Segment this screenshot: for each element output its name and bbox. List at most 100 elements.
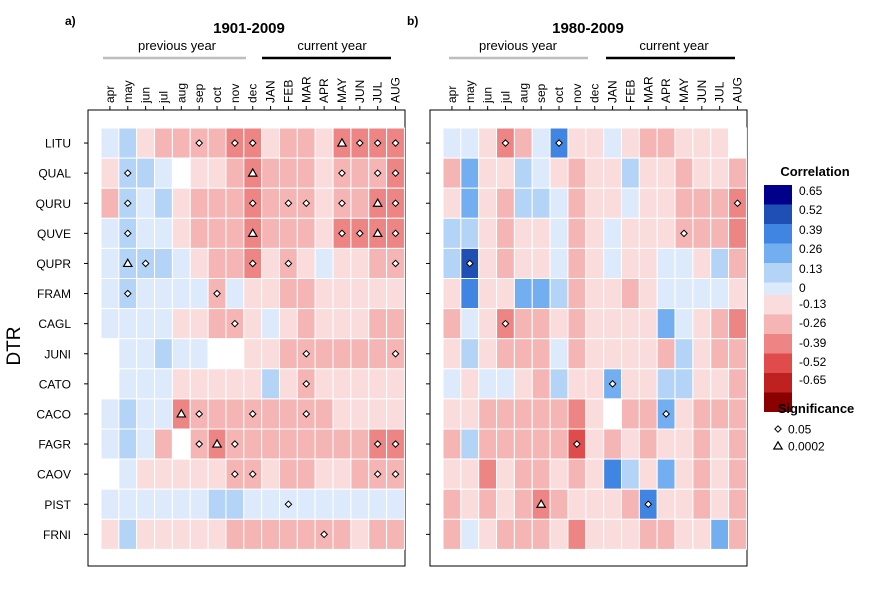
panel-b-letter: b) [407, 14, 418, 28]
heatmap-cell [154, 488, 173, 520]
significance-diamond [123, 229, 132, 238]
column-label: AUG [389, 77, 403, 103]
significance-diamond [213, 289, 221, 298]
legend-label: 0.65 [799, 184, 823, 198]
significance-triangle [211, 438, 223, 448]
heatmap-cell [350, 518, 370, 550]
heatmap-cell [261, 518, 280, 550]
heatmap-cell [136, 488, 156, 520]
heatmap-cell [656, 247, 676, 279]
heatmap-cell [710, 217, 730, 249]
column-label: oct [210, 86, 224, 103]
legend-swatch [764, 373, 792, 393]
heatmap-cell [350, 187, 370, 219]
heatmap-cell [332, 278, 352, 310]
heatmap-cell [386, 488, 405, 520]
heatmap-cell [350, 278, 370, 310]
heatmap-cell [638, 338, 658, 370]
heatmap-cell [171, 308, 191, 340]
heatmap-cell [621, 157, 640, 189]
column-label: jun [481, 87, 495, 104]
heatmap-cell [171, 157, 191, 189]
heatmap-cell [442, 428, 462, 460]
heatmap-cell [567, 458, 587, 490]
heatmap-cell [621, 127, 640, 159]
legend-swatch [764, 185, 792, 205]
heatmap-cell [261, 217, 280, 249]
heatmap-cell [207, 157, 227, 189]
heatmap-cell [136, 157, 156, 189]
significance-triangle [176, 408, 187, 418]
legend-swatch [764, 314, 792, 334]
significance-label: 0.05 [788, 423, 812, 437]
column-label: aug [174, 83, 188, 103]
heatmap-cell [728, 217, 747, 249]
heatmap-cell [656, 488, 676, 520]
heatmap-cell [243, 278, 263, 310]
significance-diamond [123, 169, 132, 178]
heatmap-cell [656, 518, 676, 550]
heatmap-cell [136, 338, 156, 370]
legend-title: Correlation [780, 164, 849, 179]
heatmap-cell [314, 428, 334, 460]
heatmap-cell [279, 308, 298, 340]
heatmap-cell [478, 247, 498, 279]
significance-diamond [338, 229, 346, 238]
heatmap-cell [692, 217, 712, 249]
heatmap-cell [136, 127, 156, 159]
heatmap-cell [118, 127, 138, 159]
heatmap-cell [314, 247, 334, 279]
heatmap-cell [567, 488, 587, 520]
panel-a: a) 1901-2009 previous year current year … [36, 14, 406, 567]
column-label: apr [103, 86, 117, 103]
significance-diamond [248, 259, 257, 268]
heatmap-cell [692, 338, 712, 370]
heatmap-cell [710, 157, 730, 189]
significance-diamond [608, 379, 617, 388]
heatmap-cell [531, 157, 551, 189]
heatmap-cell [100, 278, 120, 310]
heatmap-cell [171, 518, 191, 550]
significance-diamond [248, 410, 257, 418]
heatmap-cell [314, 398, 334, 430]
heatmap-cell [549, 157, 569, 189]
legend-label: -0.26 [799, 316, 827, 330]
heatmap-cell [243, 308, 263, 340]
heatmap-cell [692, 458, 712, 490]
heatmap-cell [296, 217, 316, 249]
heatmap-cell [567, 308, 587, 340]
significance-diamond [284, 259, 293, 268]
heatmap-cell [638, 157, 658, 189]
heatmap-cell [261, 308, 280, 340]
heatmap-cell [171, 338, 191, 370]
significance-diamond [373, 440, 382, 448]
heatmap-cell [136, 217, 156, 249]
significance-diamond [733, 199, 742, 208]
heatmap-cell [531, 247, 551, 279]
heatmap-cell [674, 518, 694, 550]
significance-diamond [391, 199, 400, 208]
heatmap-cell [478, 428, 498, 460]
heatmap-cell [674, 278, 694, 310]
heatmap-cell [225, 187, 245, 219]
column-label: JAN [264, 80, 278, 103]
heatmap-cell [585, 518, 605, 550]
heatmap-cell [728, 247, 747, 279]
heatmap-cell [100, 488, 120, 520]
heatmap-cell [549, 518, 569, 550]
heatmap-cell [189, 518, 209, 550]
legend-label: 0.26 [799, 242, 823, 256]
heatmap-cell [656, 217, 676, 249]
significance-diamond [644, 500, 653, 509]
heatmap-cell [154, 458, 173, 490]
diamond-icon [774, 425, 782, 433]
heatmap-cell [442, 338, 462, 370]
heatmap-cell [136, 428, 156, 460]
legend-swatch [764, 295, 792, 315]
heatmap-cell [621, 217, 640, 249]
panel-b-column-labels: apr may jun jul aug sep oct nov dec JAN FEB MAR APR M… [445, 76, 745, 110]
heatmap-cell [442, 368, 462, 400]
heatmap-cell [621, 458, 640, 490]
heatmap-cell [567, 157, 587, 189]
